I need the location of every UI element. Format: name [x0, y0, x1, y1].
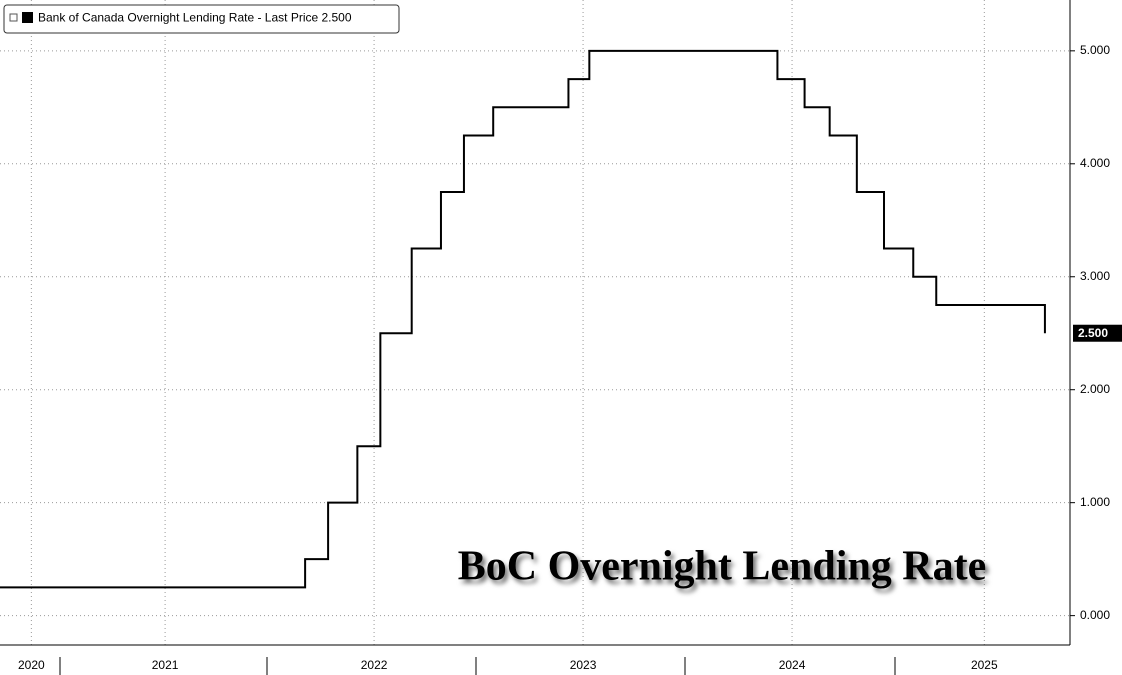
y-tick-label: 0.000	[1080, 608, 1110, 622]
x-tick-label: 2024	[779, 658, 806, 672]
x-tick-label: 2021	[152, 658, 179, 672]
last-value-box	[1073, 324, 1122, 342]
x-tick-label: 2023	[570, 658, 597, 672]
legend-toggle[interactable]	[9, 13, 18, 22]
legend-box	[3, 4, 400, 34]
rate-line	[0, 49, 1046, 589]
x-tick-label: 2025	[971, 658, 998, 672]
y-tick-label: 4.000	[1080, 156, 1110, 170]
last-value-label: 2.500	[1078, 326, 1108, 340]
y-tick-label: 3.000	[1080, 269, 1110, 283]
x-tick-label: 2022	[361, 658, 388, 672]
x-tick-label: 2020	[18, 658, 45, 672]
y-tick-label: 2.000	[1080, 382, 1110, 396]
year-dividers	[59, 657, 896, 675]
y-tick-label: 1.000	[1080, 495, 1110, 509]
annotation: BoC Overnight Lending Rate	[458, 544, 987, 590]
legend: Bank of Canada Overnight Lending Rate - …	[3, 4, 400, 34]
legend-swatch	[22, 12, 33, 23]
y-tick-label: 5.000	[1080, 43, 1110, 57]
legend-label: Bank of Canada Overnight Lending Rate - …	[38, 11, 352, 25]
